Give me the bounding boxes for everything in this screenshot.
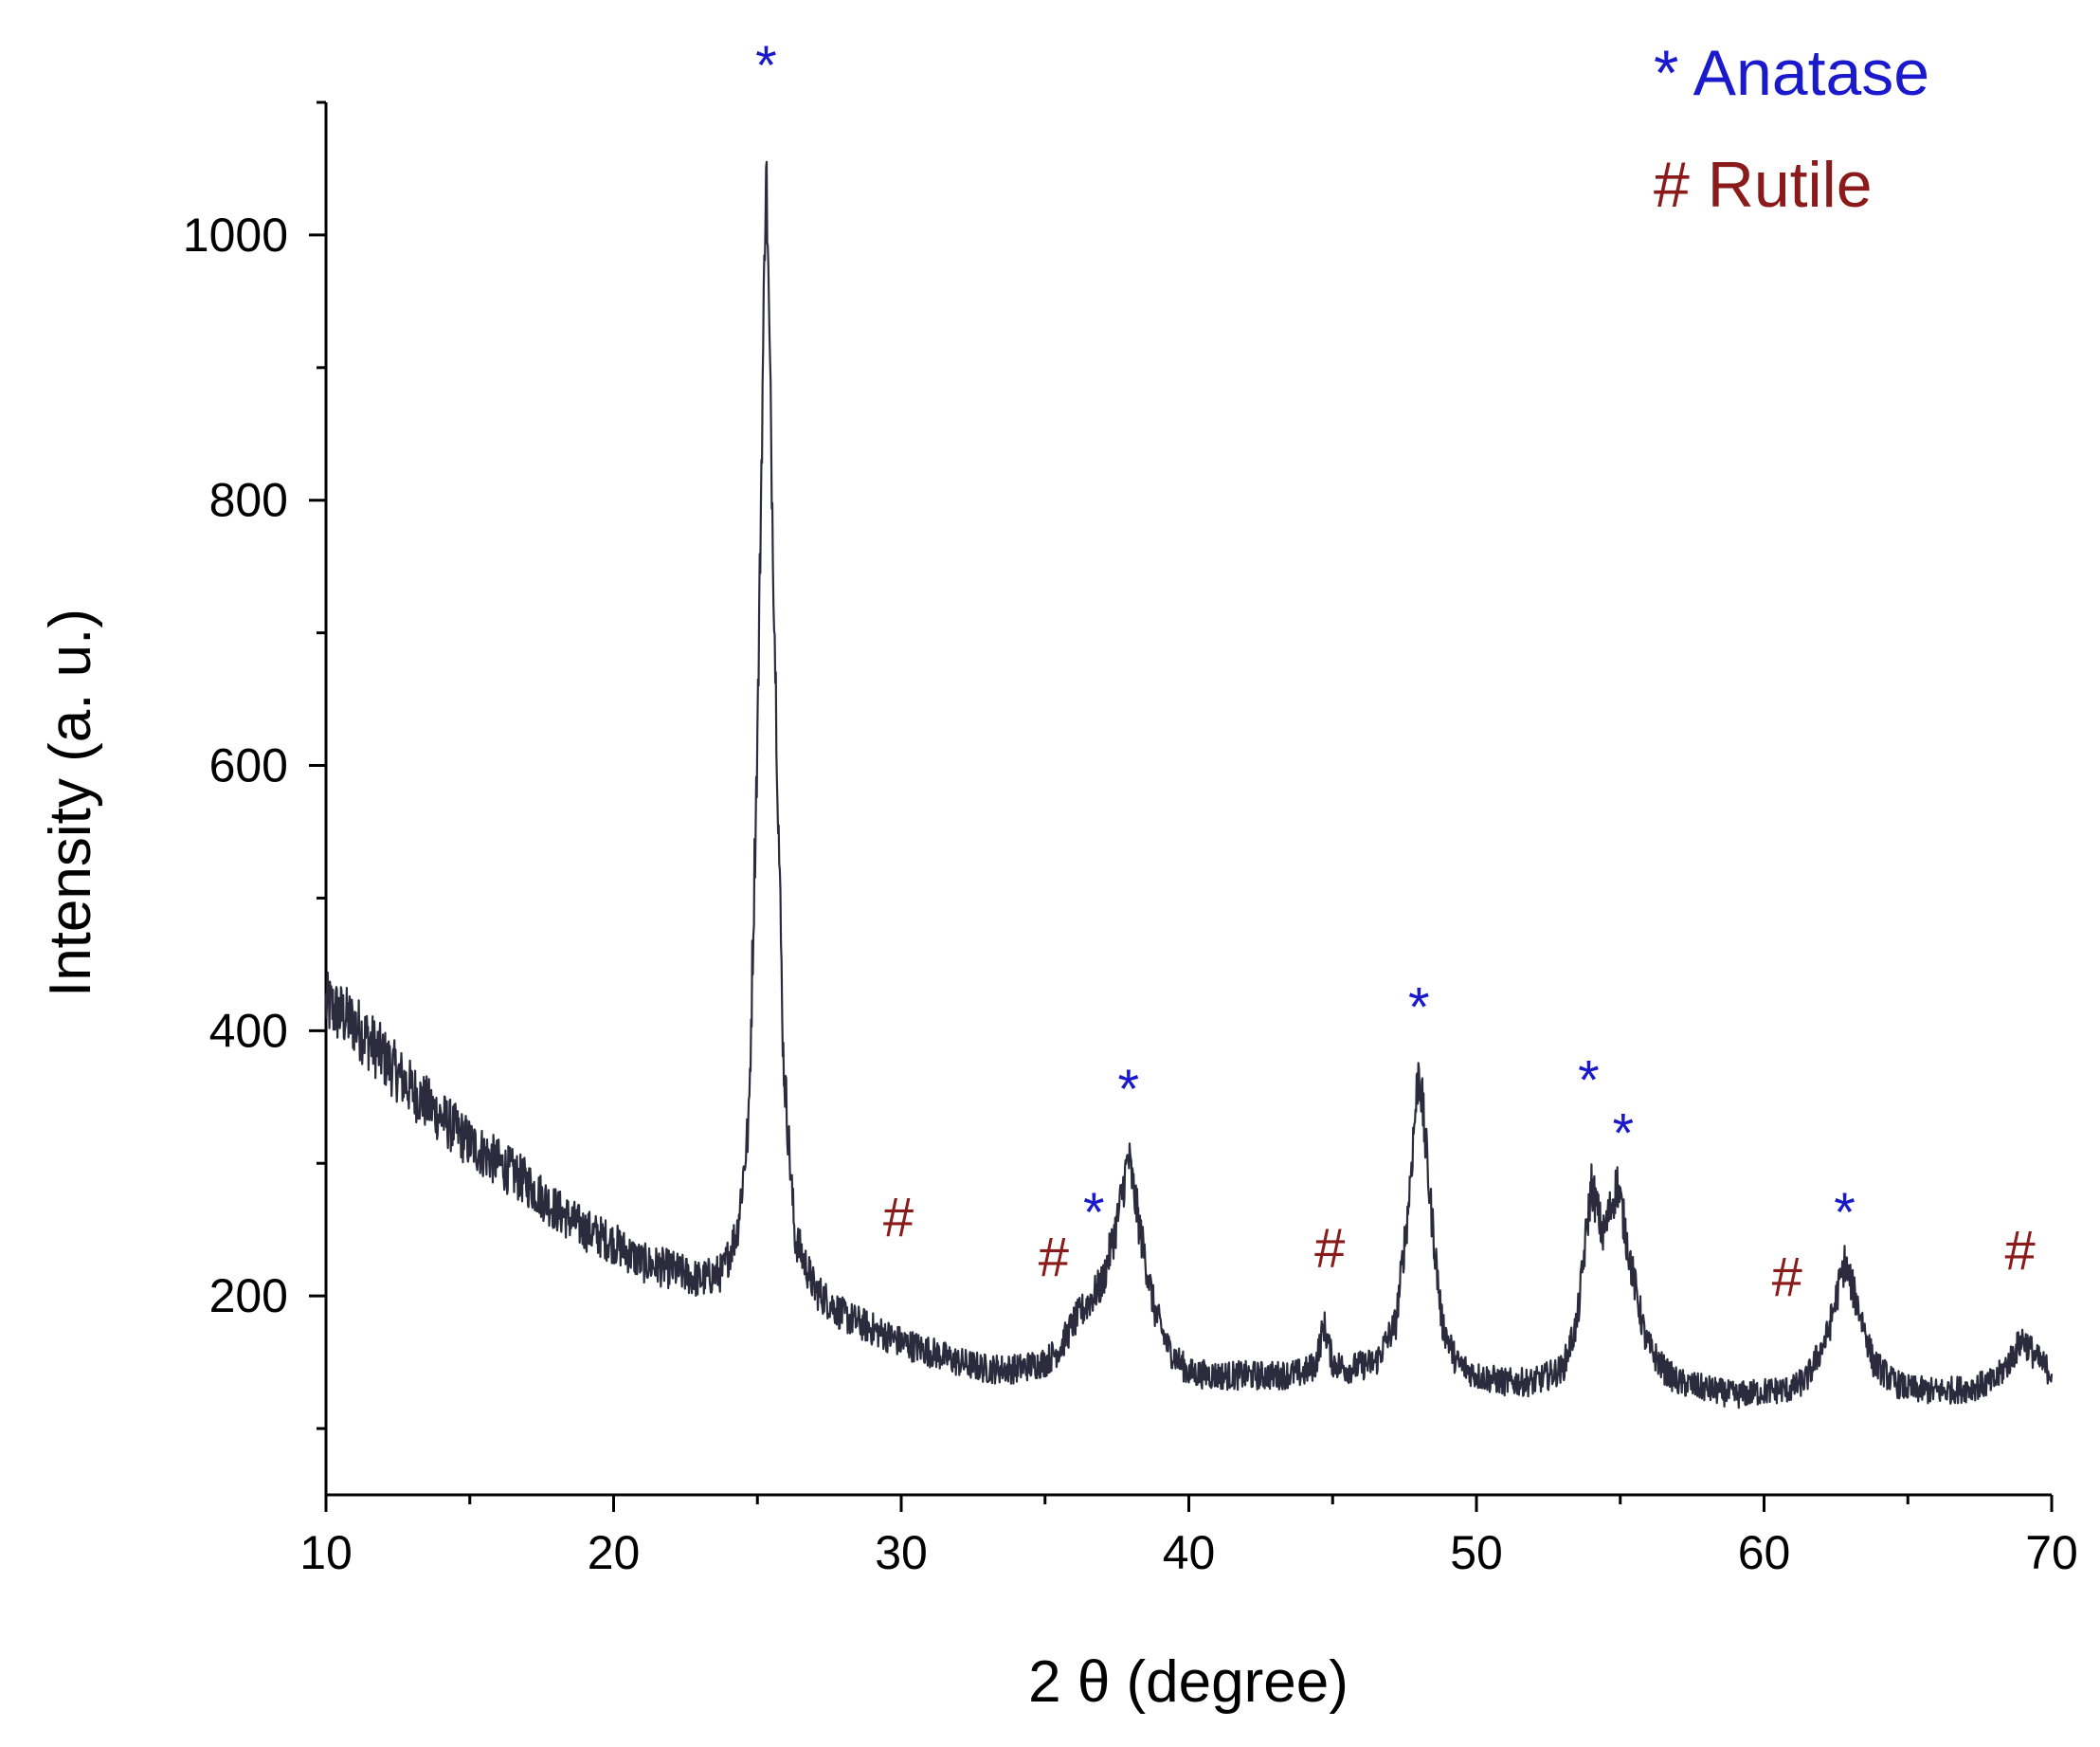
anatase-peak-marker: * — [1612, 1102, 1634, 1164]
x-tick-label: 50 — [1450, 1526, 1503, 1579]
x-tick-label: 40 — [1163, 1526, 1216, 1579]
x-tick-label: 60 — [1738, 1526, 1791, 1579]
y-tick-label: 1000 — [183, 209, 288, 262]
legend-entry: # Rutile — [1654, 149, 1873, 221]
series-layer — [324, 160, 2054, 1410]
anatase-peak-marker: * — [1834, 1182, 1856, 1244]
y-tick-label: 800 — [209, 474, 288, 527]
x-tick-label: 10 — [299, 1526, 353, 1579]
rutile-peak-marker: # — [1772, 1247, 1802, 1308]
rutile-peak-marker: # — [1039, 1227, 1069, 1288]
y-tick-label: 200 — [209, 1269, 288, 1322]
y-axis-title: Intensity (a. u.) — [38, 609, 103, 997]
anatase-peak-marker: * — [755, 35, 777, 97]
xrd-series-line — [324, 160, 2054, 1410]
y-tick-label: 600 — [209, 739, 288, 792]
legend: * Anatase # Rutile — [1654, 37, 1929, 221]
x-tick-label: 20 — [588, 1526, 641, 1579]
axes: 10 20 30 40 50 60 70 200 400 600 800 1000 — [183, 100, 2078, 1579]
legend-entry: * Anatase — [1654, 37, 1929, 109]
x-tick-label: 70 — [2025, 1526, 2078, 1579]
rutile-peak-marker: # — [2004, 1220, 2035, 1282]
anatase-peak-marker: * — [1408, 976, 1430, 1038]
annotation-layer: *******## # # # — [755, 35, 2036, 1308]
anatase-peak-marker: * — [1117, 1059, 1139, 1120]
rutile-peak-marker: # — [883, 1187, 914, 1248]
anatase-peak-marker: * — [1578, 1049, 1600, 1111]
y-tick-label: 400 — [209, 1004, 288, 1057]
x-tick-label: 30 — [875, 1526, 928, 1579]
rutile-peak-marker: # — [1314, 1217, 1345, 1279]
anatase-peak-marker: * — [1083, 1182, 1105, 1244]
x-axis-title: 2 θ (degree) — [1028, 1649, 1349, 1715]
